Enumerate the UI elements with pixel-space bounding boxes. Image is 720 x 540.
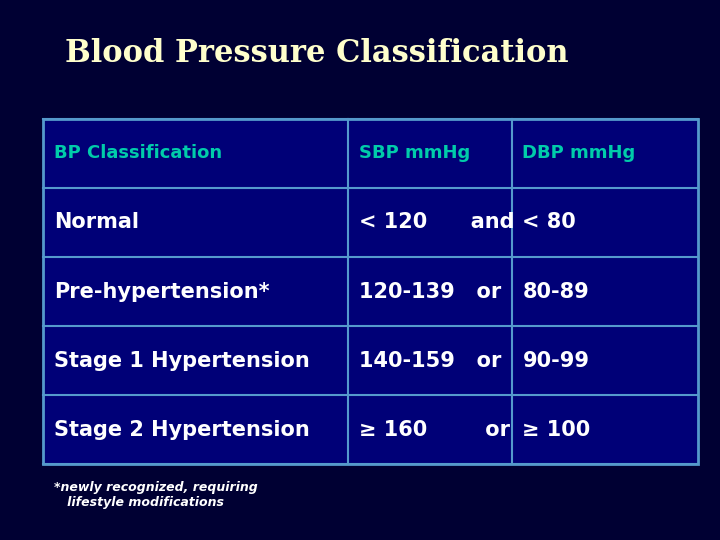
- Text: SBP mmHg: SBP mmHg: [359, 144, 470, 163]
- Text: Stage 2 Hypertension: Stage 2 Hypertension: [54, 420, 310, 440]
- Text: DBP mmHg: DBP mmHg: [523, 144, 636, 163]
- Text: 80-89: 80-89: [523, 281, 589, 302]
- Text: 140-159   or: 140-159 or: [359, 350, 501, 371]
- Text: 90-99: 90-99: [523, 350, 590, 371]
- Text: BP Classification: BP Classification: [54, 144, 222, 163]
- Text: < 80: < 80: [523, 212, 576, 233]
- Text: ≥ 100: ≥ 100: [523, 420, 590, 440]
- Text: Normal: Normal: [54, 212, 139, 233]
- Text: *newly recognized, requiring
   lifestyle modifications: *newly recognized, requiring lifestyle m…: [54, 481, 258, 509]
- Text: Pre-hypertension*: Pre-hypertension*: [54, 281, 269, 302]
- Text: Stage 1 Hypertension: Stage 1 Hypertension: [54, 350, 310, 371]
- Text: ≥ 160        or: ≥ 160 or: [359, 420, 510, 440]
- Text: < 120      and: < 120 and: [359, 212, 514, 233]
- Text: 120-139   or: 120-139 or: [359, 281, 501, 302]
- FancyBboxPatch shape: [43, 119, 698, 464]
- Text: Blood Pressure Classification: Blood Pressure Classification: [65, 38, 569, 70]
